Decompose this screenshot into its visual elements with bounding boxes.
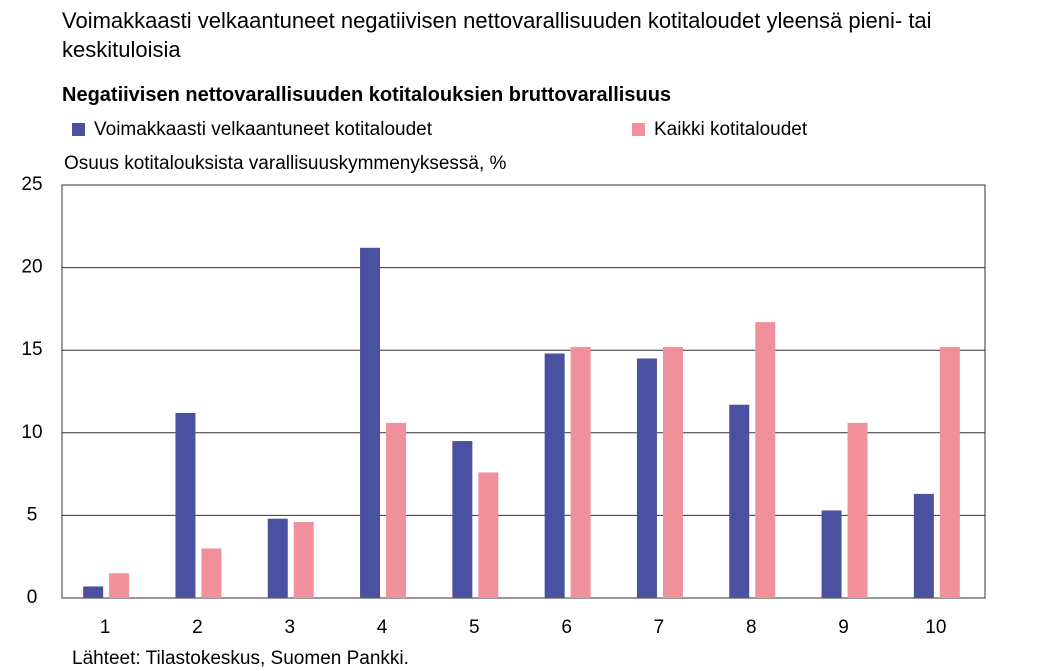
bar	[386, 422, 407, 598]
y-tick-label: 15	[21, 339, 42, 360]
x-tick-label: 9	[838, 617, 849, 638]
y-tick-label: 20	[21, 257, 42, 278]
bar	[847, 422, 868, 598]
bar	[267, 518, 288, 598]
x-tick-label: 10	[925, 617, 946, 638]
legend-swatch	[72, 123, 85, 136]
bar	[729, 404, 750, 598]
legend-label: Kaikki kotitaloudet	[654, 119, 808, 140]
bar	[478, 472, 499, 598]
x-tick-label: 2	[192, 617, 203, 638]
bar	[570, 346, 591, 598]
bar	[83, 586, 104, 598]
bar	[939, 346, 960, 598]
y-tick-label: 0	[27, 587, 38, 608]
legend-swatch	[632, 123, 645, 136]
bar	[293, 522, 314, 598]
y-axis-label: Osuus kotitalouksista varallisuuskymmeny…	[64, 153, 507, 174]
x-tick-label: 6	[561, 617, 572, 638]
plot-frame	[61, 184, 986, 599]
bar	[201, 548, 222, 598]
x-tick-label: 5	[469, 617, 480, 638]
bar	[913, 493, 934, 598]
bar	[109, 573, 130, 598]
legend-label: Voimakkaasti velkaantuneet kotitaloudet	[94, 119, 433, 140]
chart-subtitle: Negatiivisen nettovarallisuuden kotitalo…	[62, 84, 672, 106]
y-tick-label: 10	[21, 422, 42, 443]
x-tick-label: 8	[746, 617, 757, 638]
bar	[662, 346, 683, 598]
bar	[360, 247, 381, 598]
y-tick-label: 5	[27, 504, 38, 525]
y-tick-label: 25	[21, 174, 42, 195]
bar	[636, 358, 657, 598]
bar	[544, 353, 565, 598]
bar	[821, 510, 842, 598]
x-tick-label: 7	[654, 617, 665, 638]
bar	[755, 322, 776, 598]
bar	[452, 441, 473, 598]
x-tick-label: 3	[284, 617, 295, 638]
bar	[175, 412, 196, 598]
source-note: Lähteet: Tilastokeskus, Suomen Pankki.	[72, 648, 409, 669]
x-tick-label: 1	[100, 617, 111, 638]
x-tick-label: 4	[377, 617, 388, 638]
chart-title: Voimakkaasti velkaantuneet negatiivisen …	[62, 8, 932, 62]
